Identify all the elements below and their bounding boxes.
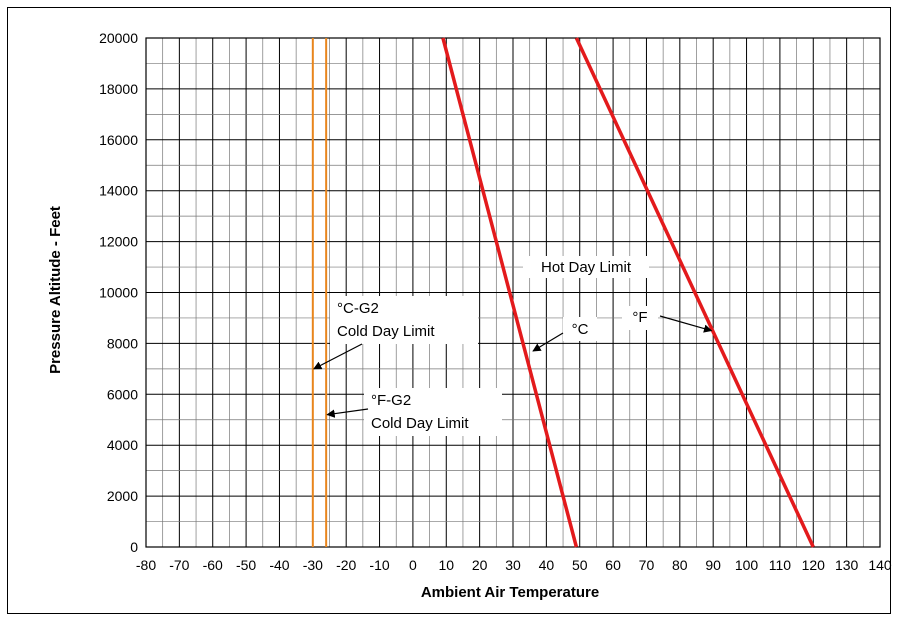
- x-tick-label: -40: [269, 557, 289, 573]
- fg2-arrow: [326, 408, 369, 418]
- cg2-arrow: [313, 343, 363, 370]
- x-tick-label: 0: [409, 557, 417, 573]
- y-tick-label: 2000: [107, 488, 138, 504]
- y-axis-title: Pressure Altitude - Feet: [47, 206, 64, 374]
- x-tick-label: 50: [572, 557, 588, 573]
- x-tick-label: 40: [539, 557, 555, 573]
- y-tick-label: 16000: [99, 132, 138, 148]
- y-tick-label: 18000: [99, 81, 138, 97]
- x-tick-label: -30: [303, 557, 323, 573]
- plot-area-border: [145, 37, 881, 548]
- x-tick-label: 130: [835, 557, 859, 573]
- c-label: °C: [572, 321, 589, 338]
- y-tick-label: 14000: [99, 183, 138, 199]
- hot-day-label-bg: [523, 256, 649, 278]
- x-tick-label: 60: [605, 557, 621, 573]
- y-tick-label: 4000: [107, 437, 138, 453]
- f-label-bg: [622, 306, 658, 330]
- y-tick-label: 8000: [107, 335, 138, 351]
- f-label: °F: [632, 309, 647, 326]
- x-tick-label: 30: [505, 557, 521, 573]
- series-line-0: [441, 37, 579, 548]
- c-arrow: [532, 332, 564, 352]
- y-tick-label: 0: [130, 539, 138, 555]
- fg2-label-bg: [364, 388, 502, 436]
- c-label-bg: [563, 317, 597, 341]
- x-tick-label: -10: [369, 557, 389, 573]
- x-tick-label: 140: [868, 557, 892, 573]
- grid-lines: [145, 37, 881, 548]
- cg2-label-line1: °C-G2: [337, 300, 379, 317]
- y-tick-label: 12000: [99, 234, 138, 250]
- y-tick-label: 20000: [99, 30, 138, 46]
- f-arrow: [659, 315, 713, 333]
- tick-labels: -80 -70 -60 -50 -40 -30 -20 -10 0 10 20 30 40 50 60 70 8…: [99, 30, 892, 573]
- hot-day-label: Hot Day Limit: [541, 259, 632, 276]
- x-tick-label: 90: [705, 557, 721, 573]
- x-tick-label: -70: [169, 557, 189, 573]
- x-tick-label: -60: [203, 557, 223, 573]
- x-tick-label: 120: [802, 557, 826, 573]
- annotations: Hot Day Limit °C °F °C-G2 Cold Day Limit °F-G…: [313, 256, 713, 436]
- x-tick-label: 10: [438, 557, 454, 573]
- x-tick-label: 110: [769, 557, 792, 573]
- fg2-label-line2: Cold Day Limit: [371, 415, 469, 432]
- y-tick-label: 10000: [99, 285, 138, 301]
- cg2-label-line2: Cold Day Limit: [337, 323, 435, 340]
- series-lines: [311, 37, 815, 548]
- y-tick-label: 6000: [107, 386, 138, 402]
- x-axis-title: Ambient Air Temperature: [421, 584, 599, 601]
- x-tick-label: -80: [136, 557, 156, 573]
- x-tick-label: 100: [735, 557, 759, 573]
- x-tick-label: 70: [639, 557, 655, 573]
- cg2-label-bg: [330, 296, 478, 344]
- fg2-label-line1: °F-G2: [371, 392, 411, 409]
- series-line-1: [574, 37, 815, 548]
- x-tick-label: -50: [236, 557, 256, 573]
- x-tick-label: 20: [472, 557, 488, 573]
- x-tick-label: 80: [672, 557, 688, 573]
- x-tick-label: -20: [336, 557, 356, 573]
